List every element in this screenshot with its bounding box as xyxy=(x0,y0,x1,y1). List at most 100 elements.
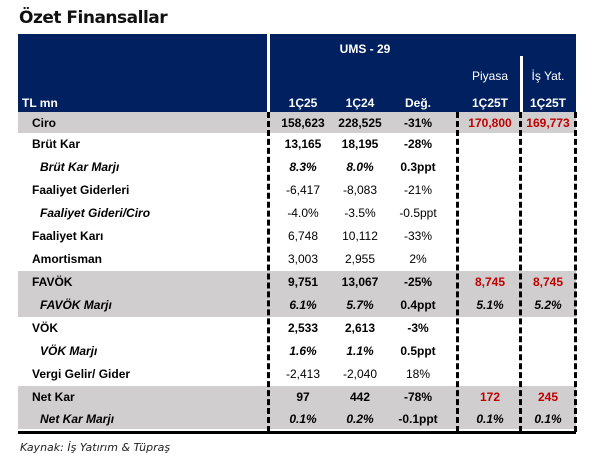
cell-value: 2% xyxy=(409,252,427,266)
cell-value: 0.4ppt xyxy=(400,298,436,312)
cell-value: 10,112 xyxy=(342,229,378,243)
cell-value: 1.1% xyxy=(346,344,374,358)
table-row: Amortisman 3,003 2,955 2% xyxy=(18,248,576,271)
cell-value: 0.1% xyxy=(534,412,562,426)
cell-value: 228,525 xyxy=(338,116,382,130)
cell-value: 5.2% xyxy=(534,298,562,312)
cell-value: -8,083 xyxy=(342,183,378,197)
row-label: FAVÖK Marjı xyxy=(40,298,112,312)
table-row: Faaliyet Gideri/Ciro -4.0% -3.5% -0.5ppt xyxy=(18,202,576,225)
cell-value: 13,067 xyxy=(341,275,379,289)
header-divider xyxy=(520,56,523,112)
col-change: Değ. xyxy=(404,96,431,110)
row-label: Brüt Kar xyxy=(32,137,81,151)
column-divider xyxy=(456,112,459,432)
cell-value: -21% xyxy=(403,183,432,197)
cell-value: -2,413 xyxy=(285,367,321,381)
table-row: Brüt Kar 13,165 18,195 -28% xyxy=(18,133,576,156)
cell-value: 158,623 xyxy=(281,116,325,130)
row-label: FAVÖK xyxy=(32,275,73,289)
cell-value: 0.1% xyxy=(476,412,504,426)
table-header: TL mn UMS - 29 Piyasa İş Yat. 1Ç25 1Ç24 … xyxy=(18,34,576,112)
cell-value: 442 xyxy=(349,390,371,404)
table-row: Net Kar Marjı 0.1% 0.2% -0.1ppt 0.1% 0.1% xyxy=(18,408,576,429)
row-label: Ciro xyxy=(32,116,56,130)
cell-value: 0.5ppt xyxy=(400,344,436,358)
row-label: Vergi Gelir/ Gider xyxy=(32,367,131,381)
cell-value: -78% xyxy=(403,390,432,404)
cell-value: -33% xyxy=(403,229,432,243)
row-label: Amortisman xyxy=(32,252,103,266)
cell-value: 0.2% xyxy=(346,412,374,426)
cell-value: -3.5% xyxy=(344,206,376,220)
table-row: Brüt Kar Marjı 8.3% 8.0% 0.3ppt xyxy=(18,156,576,179)
row-label: Brüt Kar Marjı xyxy=(40,160,120,174)
cell-value: 9,751 xyxy=(287,275,319,289)
table-row: Faaliyet Karı 6,748 10,112 -33% xyxy=(18,225,576,248)
table-row: FAVÖK Marjı 6.1% 5.7% 0.4ppt 5.1% 5.2% xyxy=(18,294,576,317)
cell-value: 0.3ppt xyxy=(400,160,436,174)
cell-value: -31% xyxy=(403,116,432,130)
unit-label: TL mn xyxy=(22,96,58,110)
cell-value: 3,003 xyxy=(287,252,319,266)
row-label: VÖK xyxy=(32,321,59,335)
table-row: VÖK Marjı 1.6% 1.1% 0.5ppt xyxy=(18,340,576,363)
cell-value: 172 xyxy=(479,390,501,404)
cell-value: 245 xyxy=(537,390,559,404)
cell-value: 97 xyxy=(296,390,310,404)
cell-value: 0.1% xyxy=(289,412,317,426)
cell-value: 8.3% xyxy=(289,160,317,174)
table-row: VÖK 2,533 2,613 -3% xyxy=(18,317,576,340)
column-divider xyxy=(519,112,522,432)
cell-value: -4.0% xyxy=(287,206,319,220)
cell-value: -28% xyxy=(403,137,432,151)
cell-value: 5.7% xyxy=(346,298,374,312)
cell-value: 13,165 xyxy=(284,137,322,151)
cell-value: -2,040 xyxy=(342,367,378,381)
row-label: Faaliyet Gideri/Ciro xyxy=(40,206,151,220)
col-1q25: 1Ç25 xyxy=(288,96,318,110)
table-row: Vergi Gelir/ Gider -2,413 -2,040 18% xyxy=(18,363,576,386)
row-label: Faaliyet Giderleri xyxy=(32,183,130,197)
column-divider xyxy=(574,112,577,432)
table-row: Ciro 158,623 228,525 -31% 170,800 169,773 xyxy=(18,112,576,133)
group-label: UMS - 29 xyxy=(339,42,391,56)
cell-value: 2,533 xyxy=(287,321,319,335)
cell-value: 6,748 xyxy=(287,229,319,243)
cell-value: -0.5ppt xyxy=(399,206,437,220)
page-title: Özet Finansallar xyxy=(19,8,168,28)
cell-value: 170,800 xyxy=(468,116,512,130)
cell-value: 8.0% xyxy=(346,160,374,174)
cell-value: -0.1ppt xyxy=(398,412,438,426)
table-row: Net Kar 97 442 -78% 172 245 xyxy=(18,386,576,408)
cell-value: 18% xyxy=(405,367,431,381)
cell-value: 2,613 xyxy=(344,321,376,335)
cell-value: 6.1% xyxy=(289,298,317,312)
table-row: Faaliyet Giderleri -6,417 -8,083 -21% xyxy=(18,179,576,202)
cell-value: -6,417 xyxy=(285,183,321,197)
cell-value: 5.1% xyxy=(476,298,504,312)
row-label: VÖK Marjı xyxy=(40,344,98,358)
cell-value: 8,745 xyxy=(474,275,506,289)
cell-value: -3% xyxy=(407,321,429,335)
piyasa-label: Piyasa xyxy=(471,69,509,83)
column-divider xyxy=(267,112,270,432)
row-label: Faaliyet Karı xyxy=(32,229,104,243)
col-isyat-1q25t: 1Ç25T xyxy=(529,96,567,110)
table-row: FAVÖK 9,751 13,067 -25% 8,745 8,745 xyxy=(18,271,576,294)
row-label: Net Kar Marjı xyxy=(40,412,115,426)
source-note: Kaynak: İş Yatırım & Tüpraş xyxy=(20,441,171,454)
cell-value: 18,195 xyxy=(341,137,379,151)
row-label: Net Kar xyxy=(32,390,75,404)
cell-value: 8,745 xyxy=(532,275,564,289)
col-piyasa-1q25t: 1Ç25T xyxy=(471,96,509,110)
cell-value: 2,955 xyxy=(344,252,376,266)
col-1q24: 1Ç24 xyxy=(345,96,375,110)
is-yat-label: İş Yat. xyxy=(531,69,565,83)
table-bottom-rule xyxy=(18,431,576,434)
header-divider xyxy=(267,34,270,112)
financials-table: Ciro 158,623 228,525 -31% 170,800 169,773 Brüt… xyxy=(18,112,576,429)
cell-value: -25% xyxy=(403,275,432,289)
cell-value: 1.6% xyxy=(289,344,317,358)
cell-value: 169,773 xyxy=(526,116,570,130)
